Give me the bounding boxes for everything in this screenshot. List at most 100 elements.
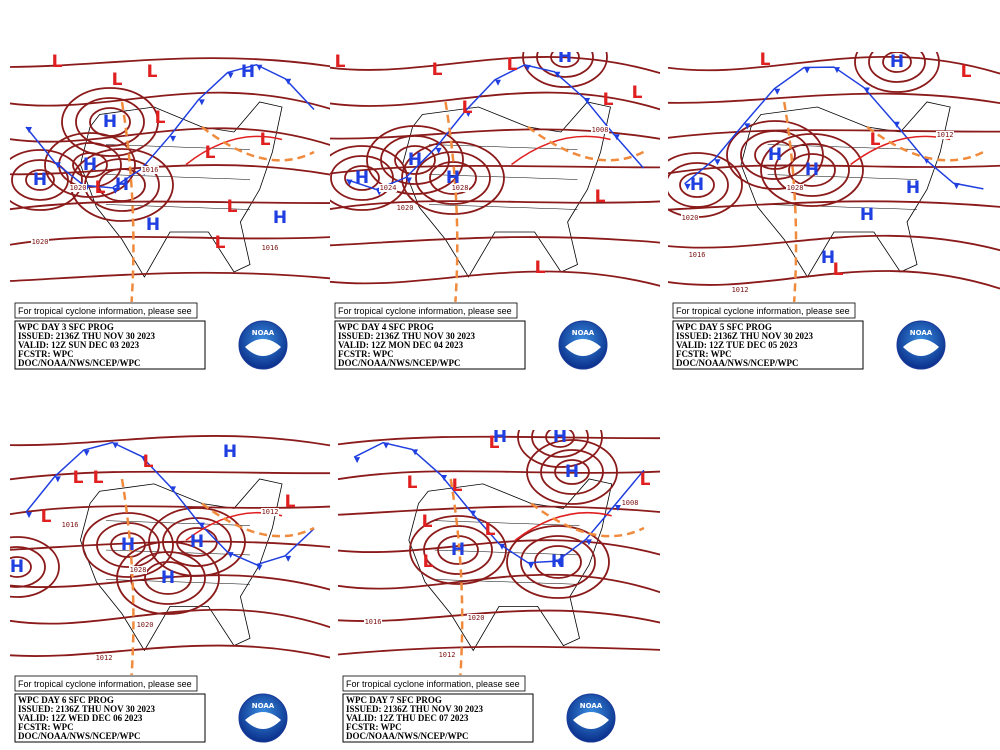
front-pip [585, 539, 592, 546]
front-pip [774, 88, 781, 95]
notice: For tropical cyclone information, please… [18, 306, 192, 316]
info-box [14, 320, 206, 370]
isobar-label-bg [396, 204, 414, 212]
pressure-center: L [507, 55, 518, 75]
isobar-label-bg [136, 621, 154, 629]
front-pip [524, 64, 531, 71]
pressure-center: L [603, 90, 614, 110]
notice: For tropical cyclone information, please… [338, 306, 512, 316]
isobar [10, 505, 330, 516]
isobar [522, 52, 608, 88]
coastline [740, 101, 951, 278]
isobar [330, 270, 660, 287]
noaa-bird [565, 339, 601, 356]
isobar [536, 52, 594, 78]
isobar [10, 556, 32, 578]
isobar [330, 236, 660, 247]
cold-front [25, 63, 315, 189]
front-pip [112, 442, 119, 449]
trough [120, 101, 135, 302]
pressure-center: L [73, 468, 84, 488]
isobar-label: 1016 [62, 521, 79, 529]
info-forecaster: FCSTR: WPC [18, 722, 74, 732]
front-pip [923, 157, 930, 164]
pressure-center: H [821, 248, 835, 268]
front-pip [613, 134, 620, 141]
state-border [105, 174, 251, 180]
front-pip [684, 183, 691, 190]
cold-front [353, 441, 645, 564]
isobar [330, 200, 660, 211]
pressure-center: H [551, 552, 565, 572]
pressure-center: L [155, 108, 166, 128]
pressure-center: H [241, 62, 255, 82]
info-box [342, 693, 534, 743]
front-pip [412, 449, 419, 456]
notice-box [342, 675, 526, 692]
logo-text: NOAA [580, 702, 603, 710]
isobar-label-bg [731, 286, 749, 294]
info-forecaster: FCSTR: WPC [676, 349, 732, 359]
trough [527, 126, 645, 162]
pressure-center: H [121, 535, 135, 555]
isobar [545, 430, 575, 448]
pressure-center: H [115, 175, 129, 195]
notice-box [672, 302, 856, 319]
isobar [10, 271, 330, 282]
front-pip [893, 121, 900, 128]
cold-front [684, 66, 984, 190]
isobar [10, 470, 330, 481]
front-pip [227, 72, 234, 79]
front-pip [435, 147, 442, 154]
isobar-label: 1016 [262, 244, 279, 252]
front-pip [354, 457, 361, 464]
front-pip [227, 552, 234, 559]
isobar-label: 1028 [130, 566, 147, 574]
info-box [334, 320, 526, 370]
isobar [668, 55, 1000, 75]
front-pip [54, 162, 61, 169]
pressure-center: L [535, 258, 546, 278]
pressure-center: H [446, 168, 460, 188]
warm-front [185, 135, 283, 166]
state-border [767, 144, 918, 150]
info-title: WPC DAY 4 SFC PROG [338, 322, 434, 332]
pressure-center: H [33, 170, 47, 190]
isobar-label-bg [261, 508, 279, 516]
coastline [408, 478, 613, 652]
info-box [14, 693, 206, 743]
pressure-center: H [355, 168, 369, 188]
front-pip [834, 67, 840, 74]
pressure-center: L [640, 470, 651, 490]
isobar [550, 52, 580, 68]
info-issued: ISSUED: 2136Z THU NOV 30 2023 [346, 704, 483, 714]
isobar [854, 52, 940, 93]
front-pip [26, 127, 32, 133]
front-pip [556, 561, 563, 568]
isobar [10, 149, 83, 211]
isobar [668, 92, 1000, 105]
pressure-center: L [147, 62, 158, 82]
isobar-label-bg [451, 184, 469, 192]
front-pip [495, 79, 501, 86]
isobar [61, 87, 159, 157]
notice-box [14, 675, 198, 692]
isobar-label-bg [936, 131, 954, 139]
info-office: DOC/NOAA/NWS/NCEP/WPC [676, 358, 799, 368]
isobar [540, 449, 604, 495]
front-pip [584, 97, 591, 104]
noaa-bird [245, 339, 281, 356]
info-issued: ISSUED: 2136Z THU NOV 30 2023 [338, 331, 475, 341]
isobar [423, 525, 493, 575]
front-pip [405, 177, 412, 184]
isobar [10, 200, 330, 211]
pressure-center: H [565, 462, 579, 482]
info-valid: VALID: 12Z WED DEC 06 2023 [18, 713, 143, 723]
coastline [402, 101, 611, 278]
state-border [428, 204, 578, 210]
isobar [10, 536, 60, 598]
isobar-label: 1020 [32, 238, 49, 246]
isobar [668, 162, 729, 208]
isobar [868, 52, 926, 83]
